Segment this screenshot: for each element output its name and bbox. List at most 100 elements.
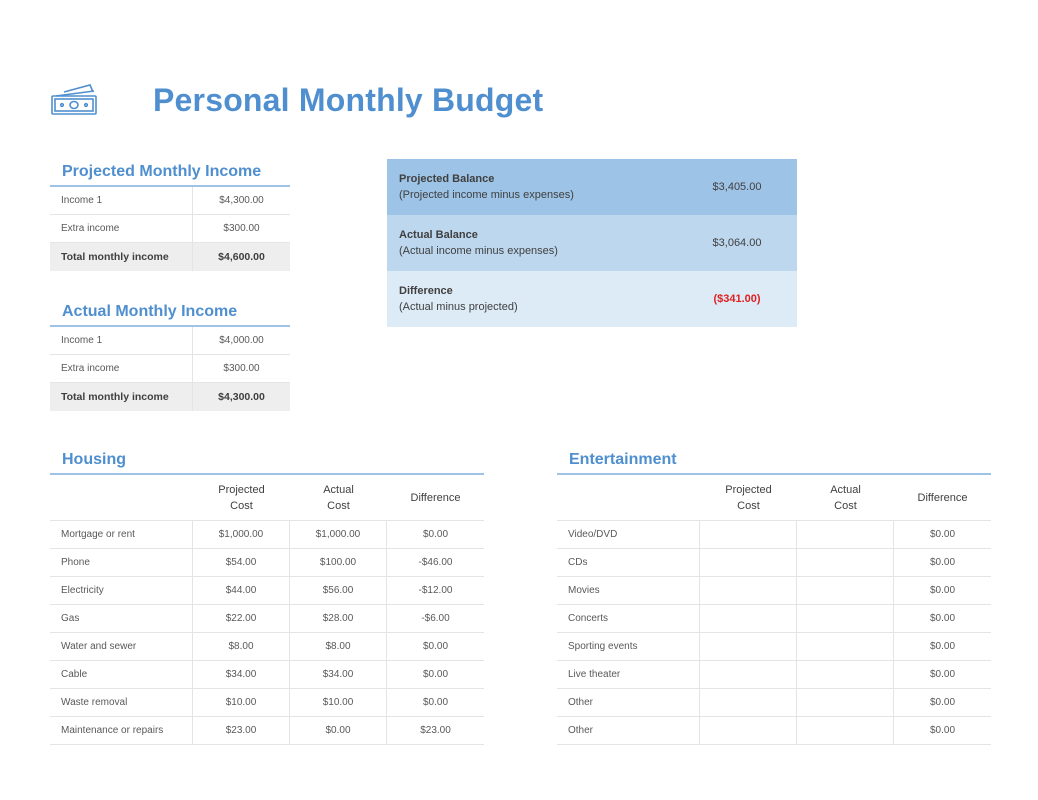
header-actual-cost: Actual Cost bbox=[323, 483, 354, 512]
header-projected-cost: Projected Cost bbox=[725, 483, 772, 512]
actual-cost-cell[interactable] bbox=[797, 605, 894, 632]
difference-cell[interactable]: $23.00 bbox=[420, 725, 451, 736]
row-label[interactable]: Mortgage or rent bbox=[50, 521, 193, 548]
row-label[interactable]: Extra income bbox=[50, 215, 193, 242]
difference-text: Difference (Actual minus projected) bbox=[399, 283, 689, 315]
entertainment-rows: Video/DVD $0.00 CDs $0.00 Movies $0.00 Concert… bbox=[557, 521, 991, 745]
actual-cost-cell[interactable]: $34.00 bbox=[290, 661, 387, 688]
row-label[interactable]: Maintenance or repairs bbox=[50, 717, 193, 744]
actual-cost-cell[interactable] bbox=[797, 633, 894, 660]
actual-cost-cell[interactable]: $56.00 bbox=[290, 577, 387, 604]
projected-cost-cell[interactable] bbox=[700, 605, 797, 632]
total-label[interactable]: Total monthly income bbox=[50, 243, 193, 271]
projected-cost-cell[interactable]: $34.00 bbox=[193, 661, 290, 688]
actual-cost-cell[interactable]: $10.00 bbox=[290, 689, 387, 716]
row-label[interactable]: Phone bbox=[50, 549, 193, 576]
row-value[interactable]: $300.00 bbox=[223, 223, 260, 234]
table-row: Extra income $300.00 bbox=[50, 355, 290, 383]
header-spacer bbox=[557, 475, 700, 520]
row-label[interactable]: CDs bbox=[557, 549, 700, 576]
difference-cell[interactable]: $0.00 bbox=[422, 641, 449, 652]
actual-cost-cell[interactable] bbox=[797, 661, 894, 688]
actual-balance-value[interactable]: $3,064.00 bbox=[712, 237, 762, 249]
row-value[interactable]: $4,300.00 bbox=[219, 195, 264, 206]
difference-cell[interactable]: $0.00 bbox=[929, 641, 956, 652]
actual-balance-row: Actual Balance (Actual income minus expe… bbox=[387, 215, 797, 271]
projected-cost-cell[interactable]: $23.00 bbox=[193, 717, 290, 744]
difference-cell[interactable]: $0.00 bbox=[929, 697, 956, 708]
total-value[interactable]: $4,600.00 bbox=[218, 251, 265, 263]
actual-cost-cell[interactable] bbox=[797, 549, 894, 576]
projected-cost-cell[interactable]: $1,000.00 bbox=[193, 521, 290, 548]
actual-cost-cell[interactable]: $0.00 bbox=[290, 717, 387, 744]
difference-cell[interactable]: $0.00 bbox=[422, 529, 449, 540]
projected-cost-cell[interactable]: $8.00 bbox=[193, 633, 290, 660]
row-value[interactable]: $4,000.00 bbox=[219, 335, 264, 346]
difference-value[interactable]: ($341.00) bbox=[713, 293, 761, 305]
projected-cost-cell[interactable] bbox=[700, 549, 797, 576]
row-label[interactable]: Concerts bbox=[557, 605, 700, 632]
row-label[interactable]: Income 1 bbox=[50, 327, 193, 354]
projected-cost-cell[interactable] bbox=[700, 577, 797, 604]
table-row: Waste removal $10.00 $10.00 $0.00 bbox=[50, 689, 484, 717]
entertainment-table: Entertainment Projected Cost Actual Cost… bbox=[557, 450, 991, 745]
difference-cell[interactable]: -$12.00 bbox=[418, 585, 453, 596]
table-row: Sporting events $0.00 bbox=[557, 633, 991, 661]
projected-cost-cell[interactable]: $44.00 bbox=[193, 577, 290, 604]
row-label[interactable]: Extra income bbox=[50, 355, 193, 382]
actual-income-title: Actual Monthly Income bbox=[50, 302, 290, 327]
difference-cell[interactable]: -$6.00 bbox=[421, 613, 450, 624]
actual-cost-cell[interactable]: $1,000.00 bbox=[290, 521, 387, 548]
difference-cell[interactable]: $0.00 bbox=[422, 669, 449, 680]
difference-cell[interactable]: -$46.00 bbox=[418, 557, 453, 568]
difference-cell[interactable]: $0.00 bbox=[929, 557, 956, 568]
projected-cost-cell[interactable]: $22.00 bbox=[193, 605, 290, 632]
projected-cost-cell[interactable] bbox=[700, 633, 797, 660]
row-value[interactable]: $300.00 bbox=[223, 363, 260, 374]
projected-cost-cell[interactable] bbox=[700, 661, 797, 688]
actual-cost-cell[interactable]: $100.00 bbox=[290, 549, 387, 576]
table-row: Other $0.00 bbox=[557, 689, 991, 717]
difference-cell[interactable]: $0.00 bbox=[929, 725, 956, 736]
row-label[interactable]: Other bbox=[557, 717, 700, 744]
row-label[interactable]: Live theater bbox=[557, 661, 700, 688]
table-row: Gas $22.00 $28.00 -$6.00 bbox=[50, 605, 484, 633]
difference-cell[interactable]: $0.00 bbox=[929, 613, 956, 624]
table-row: Maintenance or repairs $23.00 $0.00 $23.00 bbox=[50, 717, 484, 745]
row-label[interactable]: Income 1 bbox=[50, 187, 193, 214]
total-value[interactable]: $4,300.00 bbox=[218, 391, 265, 403]
balance-summary: Projected Balance (Projected income minu… bbox=[387, 159, 797, 327]
actual-cost-cell[interactable] bbox=[797, 689, 894, 716]
projected-cost-cell[interactable]: $10.00 bbox=[193, 689, 290, 716]
difference-cell[interactable]: $0.00 bbox=[929, 669, 956, 680]
actual-cost-cell[interactable] bbox=[797, 521, 894, 548]
difference-cell[interactable]: $0.00 bbox=[929, 585, 956, 596]
projected-cost-cell[interactable] bbox=[700, 521, 797, 548]
actual-balance-subtitle: (Actual income minus expenses) bbox=[399, 245, 558, 257]
projected-balance-value[interactable]: $3,405.00 bbox=[712, 181, 762, 193]
row-label[interactable]: Cable bbox=[50, 661, 193, 688]
header-projected-cost: Projected Cost bbox=[218, 483, 265, 512]
row-label[interactable]: Sporting events bbox=[557, 633, 700, 660]
projected-cost-cell[interactable]: $54.00 bbox=[193, 549, 290, 576]
row-label[interactable]: Water and sewer bbox=[50, 633, 193, 660]
actual-cost-cell[interactable]: $28.00 bbox=[290, 605, 387, 632]
difference-cell[interactable]: $0.00 bbox=[929, 529, 956, 540]
row-label[interactable]: Video/DVD bbox=[557, 521, 700, 548]
header-spacer bbox=[50, 475, 193, 520]
actual-cost-cell[interactable] bbox=[797, 577, 894, 604]
actual-cost-cell[interactable]: $8.00 bbox=[290, 633, 387, 660]
row-label[interactable]: Electricity bbox=[50, 577, 193, 604]
difference-title: Difference bbox=[399, 285, 453, 297]
header-actual-cost: Actual Cost bbox=[830, 483, 861, 512]
actual-cost-cell[interactable] bbox=[797, 717, 894, 744]
table-row: Other $0.00 bbox=[557, 717, 991, 745]
row-label[interactable]: Other bbox=[557, 689, 700, 716]
projected-cost-cell[interactable] bbox=[700, 717, 797, 744]
row-label[interactable]: Movies bbox=[557, 577, 700, 604]
projected-cost-cell[interactable] bbox=[700, 689, 797, 716]
row-label[interactable]: Gas bbox=[50, 605, 193, 632]
difference-cell[interactable]: $0.00 bbox=[422, 697, 449, 708]
row-label[interactable]: Waste removal bbox=[50, 689, 193, 716]
total-label[interactable]: Total monthly income bbox=[50, 383, 193, 411]
